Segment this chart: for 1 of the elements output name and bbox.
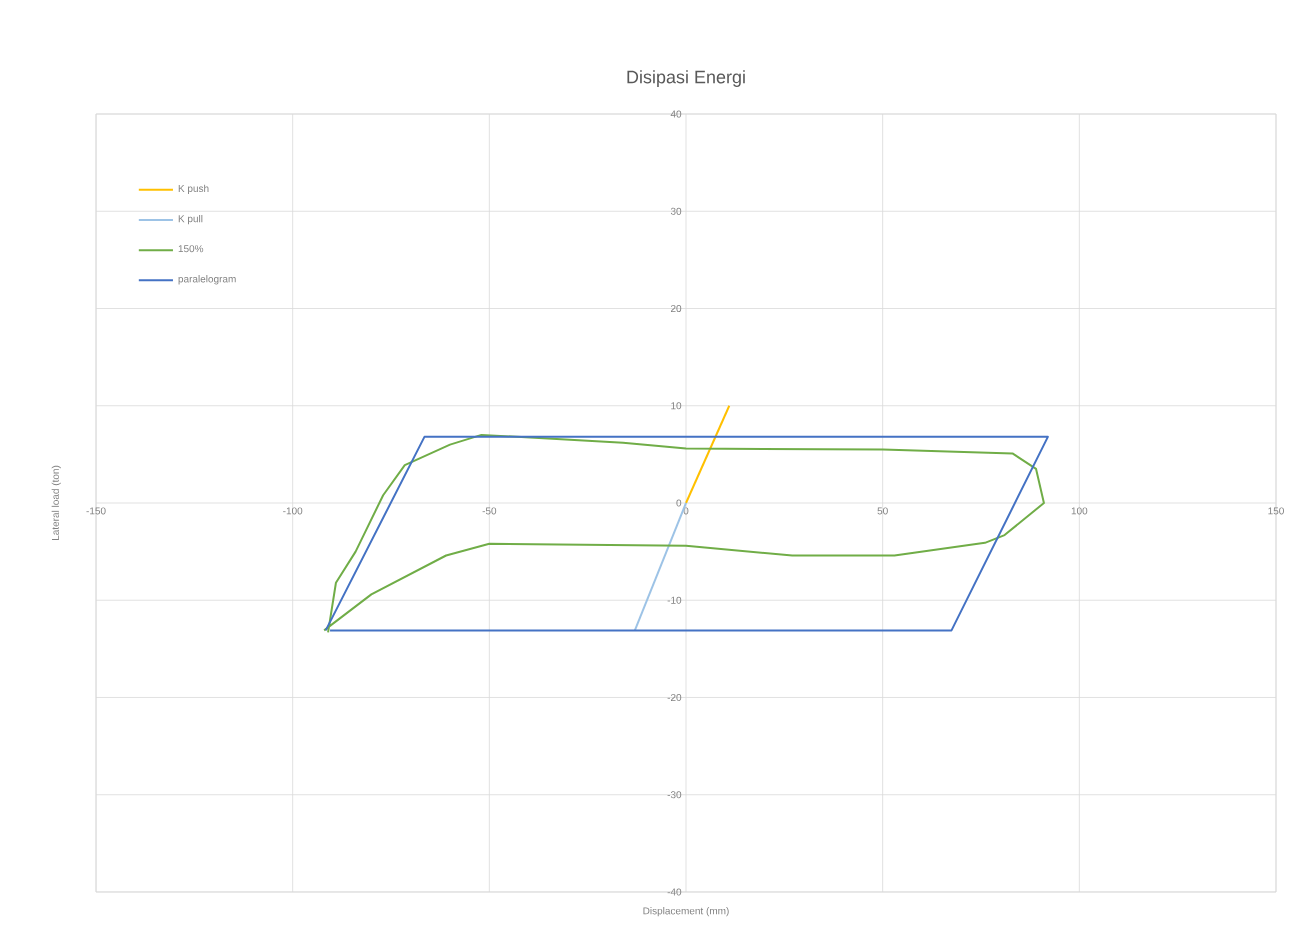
chart-title: Disipasi Energi	[627, 70, 745, 87]
